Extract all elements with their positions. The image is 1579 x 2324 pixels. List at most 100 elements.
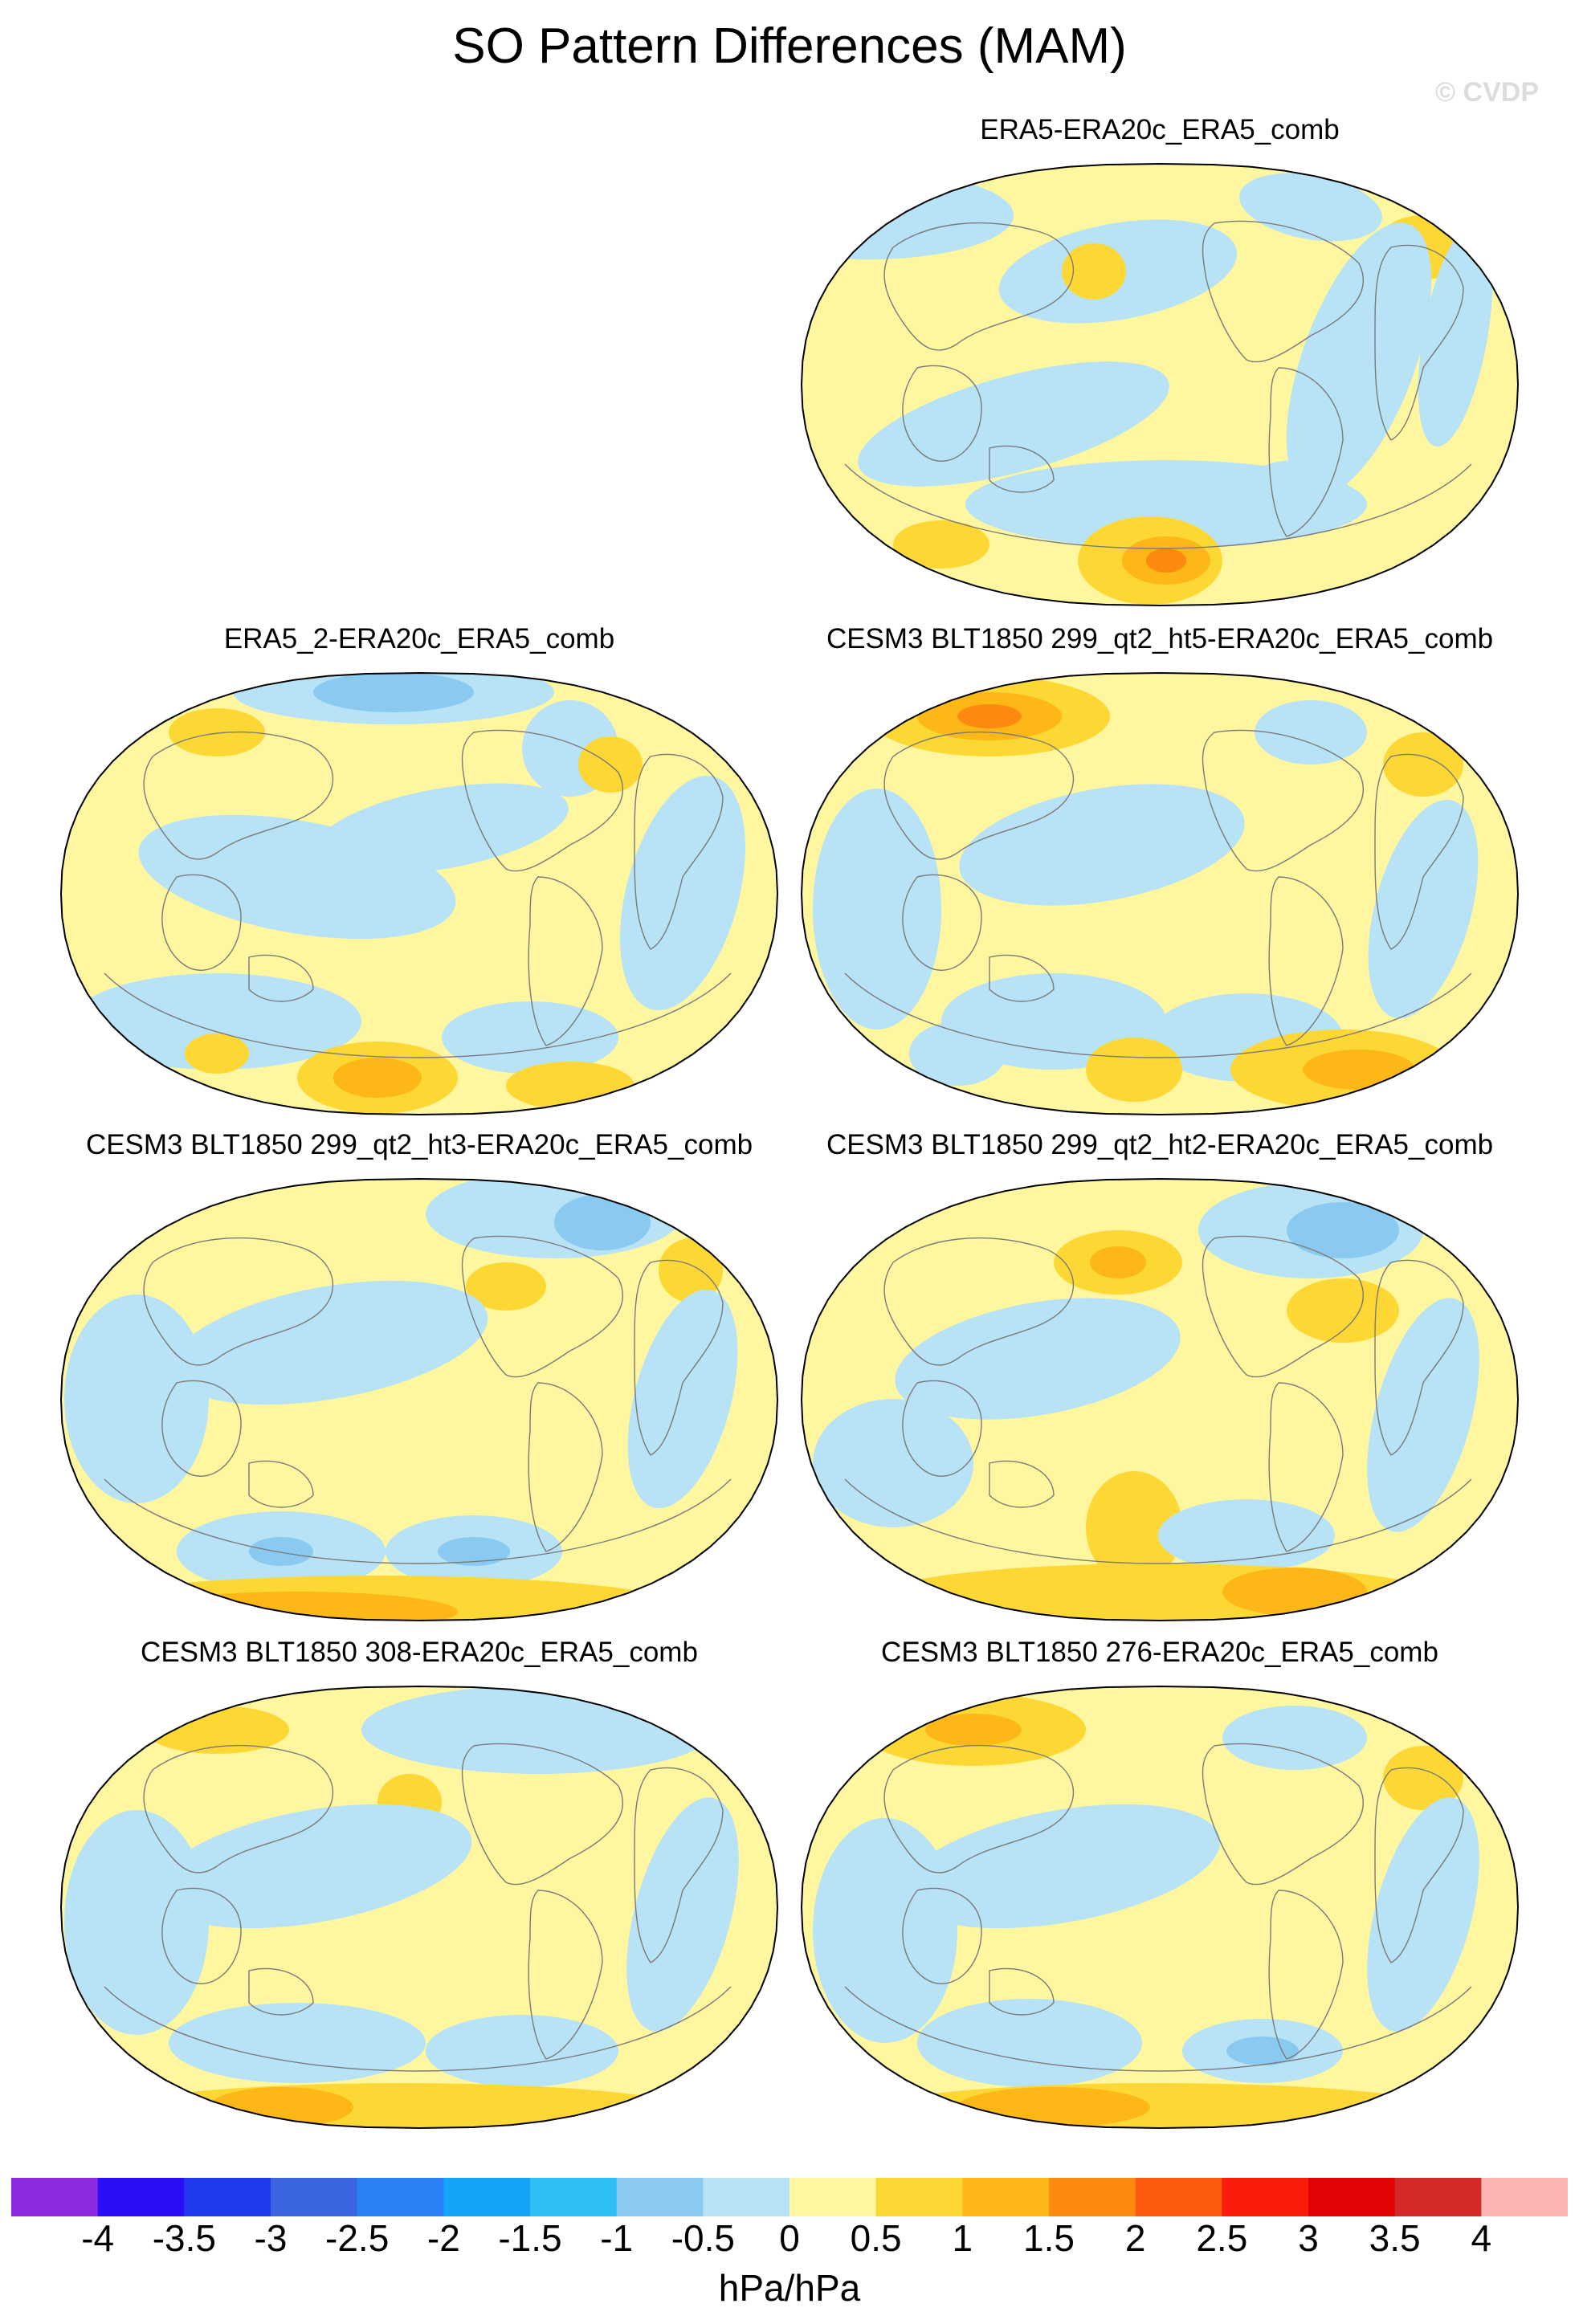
colorbar-tick-label: -4 — [81, 2217, 115, 2259]
positive-anomaly-region — [169, 708, 265, 756]
map-panel: CESM3 BLT1850 299_qt2_ht3-ERA20c_ERA5_co… — [56, 1129, 782, 1627]
contour-field — [802, 164, 1518, 605]
colorbar-tick-label: 2.5 — [1196, 2217, 1248, 2259]
negative-anomaly-region — [361, 1686, 715, 1774]
coastline — [143, 1237, 334, 1366]
coastline — [528, 876, 603, 1046]
contour-field — [61, 673, 777, 1115]
coastline — [461, 729, 623, 872]
map-panel: ERA5_2-ERA20c_ERA5_comb — [56, 623, 782, 1121]
map-border — [800, 671, 1520, 1116]
colorbar-tick-label: 2 — [1124, 2217, 1146, 2259]
coastline — [902, 1887, 982, 1984]
map-panel: CESM3 BLT1850 276-ERA20c_ERA5_comb — [797, 1637, 1523, 2134]
panel-title: CESM3 BLT1850 276-ERA20c_ERA5_comb — [881, 1637, 1438, 1668]
colorbar-swatch — [97, 2178, 185, 2216]
robinson-map — [59, 671, 779, 1116]
colorbar-tick-label: -3.5 — [152, 2217, 216, 2259]
coastline — [902, 874, 982, 971]
coastline — [883, 222, 1075, 351]
map-border — [800, 1177, 1520, 1622]
panel-title: CESM3 BLT1850 299_qt2_ht2-ERA20c_ERA5_co… — [826, 1129, 1494, 1160]
negative-anomaly-region — [1222, 1706, 1367, 1770]
map-panel: CESM3 BLT1850 308-ERA20c_ERA5_comb — [56, 1637, 782, 2134]
colorbar-swatch — [1394, 2178, 1482, 2216]
colorbar-tick-label: -2 — [426, 2217, 460, 2259]
colorbar-tick-label: -1.5 — [498, 2217, 562, 2259]
colorbar-swatch — [703, 2178, 790, 2216]
negative-anomaly-region — [959, 784, 1245, 906]
coastline — [143, 1744, 334, 1873]
robinson-map — [800, 671, 1520, 1116]
negative-anomaly-region — [313, 673, 474, 712]
colorbar-swatch — [616, 2178, 704, 2216]
negative-anomaly-region — [1367, 1797, 1479, 2032]
colorbar-tick-label: 1.5 — [1023, 2217, 1075, 2259]
coastline — [1374, 1259, 1464, 1456]
coastline — [1202, 1235, 1364, 1378]
colorbar-swatch — [962, 2178, 1050, 2216]
coastline — [634, 753, 724, 950]
coastline — [1268, 1382, 1344, 1552]
negative-anomaly-region — [895, 1298, 1181, 1420]
coastline — [143, 731, 334, 860]
coastline — [844, 972, 1472, 1058]
positive-anomaly-region — [466, 1262, 546, 1311]
negative-anomaly-region — [249, 1537, 313, 1566]
negative-anomaly-region — [1418, 224, 1493, 447]
coastline — [844, 463, 1472, 549]
panel-title: CESM3 BLT1850 299_qt2_ht5-ERA20c_ERA5_co… — [826, 623, 1494, 654]
map-panel: ERA5-ERA20c_ERA5_comb — [797, 114, 1523, 612]
negative-anomaly-region — [1255, 700, 1367, 764]
coastline — [989, 1460, 1055, 1508]
positive-anomaly-region — [1086, 1471, 1182, 1584]
contour-field — [802, 1686, 1518, 2128]
colorbar-swatch — [357, 2178, 444, 2216]
map-panel: CESM3 BLT1850 299_qt2_ht2-ERA20c_ERA5_co… — [797, 1129, 1523, 1627]
colorbar-swatch — [1135, 2178, 1222, 2216]
coastline — [1374, 1767, 1464, 1963]
coastline — [883, 1237, 1075, 1366]
colorbar-swatch — [1222, 2178, 1309, 2216]
positive-anomaly-region — [1090, 1246, 1146, 1278]
map-border — [59, 671, 779, 1116]
coastline — [161, 874, 242, 971]
coastline — [1202, 1743, 1364, 1886]
negative-anomaly-region — [626, 1797, 739, 2032]
map-border — [800, 1685, 1520, 2130]
panel-title: CESM3 BLT1850 308-ERA20c_ERA5_comb — [141, 1637, 698, 1668]
coastline — [844, 1986, 1472, 2072]
coastline — [528, 1890, 603, 2060]
coastline — [104, 1986, 732, 2072]
positive-anomaly-region — [659, 1238, 723, 1303]
colorbar-tick-label: 0.5 — [850, 2217, 902, 2259]
negative-anomaly-region — [813, 789, 941, 1029]
coastline — [634, 1767, 724, 1963]
colorbar-tick-label: 1 — [952, 2217, 973, 2259]
negative-anomaly-region — [1286, 222, 1432, 497]
positive-anomaly-region — [925, 1714, 1022, 1746]
positive-anomaly-region — [957, 704, 1022, 728]
coastline — [844, 1478, 1472, 1564]
panel-title: ERA5-ERA20c_ERA5_comb — [980, 114, 1340, 145]
negative-anomaly-region — [169, 2003, 426, 2083]
contour-field — [61, 1179, 777, 1621]
coastline — [1374, 244, 1464, 441]
coastline — [1268, 1890, 1344, 2060]
coastline — [104, 1478, 732, 1564]
coastline — [989, 1967, 1055, 2016]
positive-anomaly-region — [1086, 1038, 1182, 1102]
colorbar-tick-label: -0.5 — [671, 2217, 735, 2259]
negative-anomaly-region — [903, 1804, 1221, 1929]
positive-anomaly-region — [578, 736, 643, 793]
coastline — [1268, 367, 1344, 537]
coastline — [161, 1380, 242, 1477]
positive-anomaly-region — [1383, 732, 1463, 797]
colorbar-swatch — [1308, 2178, 1396, 2216]
watermark: © CVDP — [1435, 77, 1539, 108]
coastline — [461, 1743, 623, 1886]
robinson-map — [800, 162, 1520, 607]
negative-anomaly-region — [858, 361, 1169, 487]
colorbar-tick-label: 3 — [1298, 2217, 1319, 2259]
colorbar-swatch — [1049, 2178, 1136, 2216]
